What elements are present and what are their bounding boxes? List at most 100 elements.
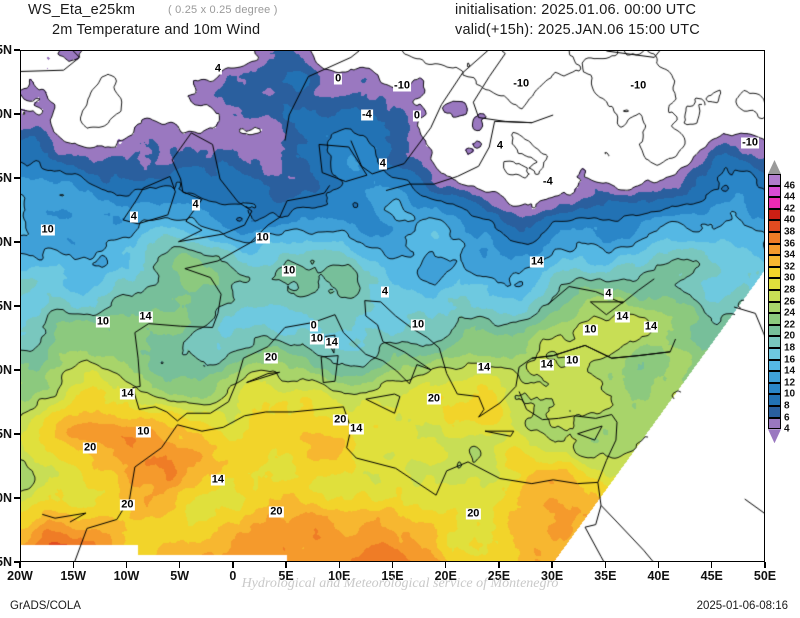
contour-value-label: 14 [324,336,339,349]
y-axis-tick [14,433,20,435]
contour-value-label: 10 [95,315,111,328]
colorbar-tick-label: 34 [784,249,796,261]
field-description-label: 2m Temperature and 10m Wind [52,22,261,38]
contour-value-label: -4 [361,108,373,121]
x-axis-label: 20W [7,569,33,583]
contour-value-label: 4 [380,285,390,298]
contour-value-label: 20 [120,498,135,511]
contour-value-label: 4 [378,157,387,170]
initialisation-time-label: initialisation: 2025.01.06. 00:00 UTC [455,2,697,18]
y-axis-tick [14,305,20,307]
contour-value-label: 4 [495,139,504,152]
colorbar-tick-label: 18 [784,342,796,354]
colorbar-tick-label: 36 [784,238,796,250]
contour-value-label: 10 [255,231,270,244]
contour-value-label: 10 [410,318,426,331]
x-axis-label: 45E [700,569,723,583]
colorbar-tick-label: 20 [784,330,796,342]
y-axis-label: 50N [0,235,12,249]
y-axis-label: 25N [0,555,12,569]
colorbar-band [768,197,781,209]
model-name-label: WS_Eta_e25km [28,2,136,18]
x-axis-label: 30E [541,569,564,583]
colorbar-band [768,313,781,325]
contour-value-label: 14 [120,387,135,400]
colorbar-band [768,324,781,337]
x-axis-tick [285,562,287,568]
x-axis-label: 40E [647,569,670,583]
contour-value-label: 20 [83,441,98,454]
colorbar-tick-label: 42 [784,203,796,215]
temperature-wind-field-canvas [21,51,764,561]
x-axis-label: 50E [753,569,777,583]
colorbar-tick-label: 46 [784,180,796,192]
colorbar-band [768,394,781,406]
contour-value-label: 14 [643,320,659,333]
contour-value-label: 10 [40,223,55,236]
y-axis-tick [14,113,20,115]
colorbar-band [768,417,781,430]
contour-value-label: 4 [604,287,613,300]
contour-value-label: 4 [191,198,200,211]
chart-header: WS_Eta_e25km ( 0.25 x 0.25 degree ) 2m T… [0,0,800,46]
colorbar-tick-label: 22 [784,319,796,331]
grid-resolution-label: ( 0.25 x 0.25 degree ) [168,4,278,16]
colorbar-legend: 4 6 8 10 12 14 16 18 20 22 24 26 28 30 32 34 36 38 40 42 44 4… [768,160,798,460]
y-axis-label: 65N [0,43,12,57]
colorbar-band [768,278,781,290]
x-axis-label: 15W [60,569,87,583]
y-axis-tick [14,49,20,51]
contour-value-label: 10 [309,332,324,345]
x-axis-tick [391,562,394,568]
colorbar-band [768,348,781,360]
colorbar-tick-label: 12 [784,377,796,389]
colorbar-tick-label: 40 [784,214,796,226]
contour-value-label: 0 [412,109,421,122]
colorbar-band [768,208,781,221]
y-axis-label: 35N [0,427,12,441]
colorbar-band [768,290,781,302]
colorbar-band [768,266,781,279]
contour-value-label: -10 [741,136,759,149]
x-axis-tick [178,562,181,568]
contour-value-label: 4 [129,210,138,223]
colorbar-tick-label: 24 [784,307,796,319]
x-axis-label: 0 [229,569,237,583]
contour-value-label: 4 [213,62,222,75]
x-axis-label: 35E [594,569,617,583]
colorbar-tick-label: 4 [784,423,790,435]
x-axis-label: 10E [328,569,351,583]
colorbar-band [768,220,781,232]
map-plot-area: 4 0 -10 -10 -10 -4 0 -10 4 4 -4 4 4 10 10 14 10 4 4 14 10 0 10… [20,50,765,562]
contour-value-label: 14 [138,310,153,323]
y-axis-tick [14,561,20,563]
x-axis-tick [604,562,607,568]
contour-value-label: 0 [334,72,343,85]
x-axis-label: 5W [170,569,190,583]
colorbar-band [768,232,781,244]
valid-time-label: valid(+15h): 2025.JAN.06 15:00 UTC [455,22,700,38]
x-axis-tick [498,562,500,568]
colorbar-band [768,336,781,348]
contour-value-label: 0 [309,319,318,332]
contour-value-label: 20 [269,505,284,518]
contour-value-label: -10 [629,79,648,92]
contour-value-label: -4 [541,175,554,188]
contour-value-label: 10 [136,425,151,438]
colorbar-band [768,382,781,395]
colorbar-tick-label: 26 [784,296,796,308]
contour-value-label: 10 [583,323,598,336]
y-axis-label: 30N [0,491,12,505]
x-axis-tick [445,562,447,568]
contour-value-label: 20 [466,507,481,520]
colorbar-band [768,406,781,418]
x-axis-tick [19,562,21,568]
colorbar-band [768,174,781,186]
x-axis-label: 10W [113,569,140,583]
x-axis-tick [764,562,766,568]
y-axis-tick [14,241,20,243]
colorbar-tick-label: 10 [784,388,796,400]
colorbar-tick-label: 28 [784,284,796,296]
contour-value-label: -10 [512,77,531,90]
colorbar-tick-label: 14 [784,365,796,377]
